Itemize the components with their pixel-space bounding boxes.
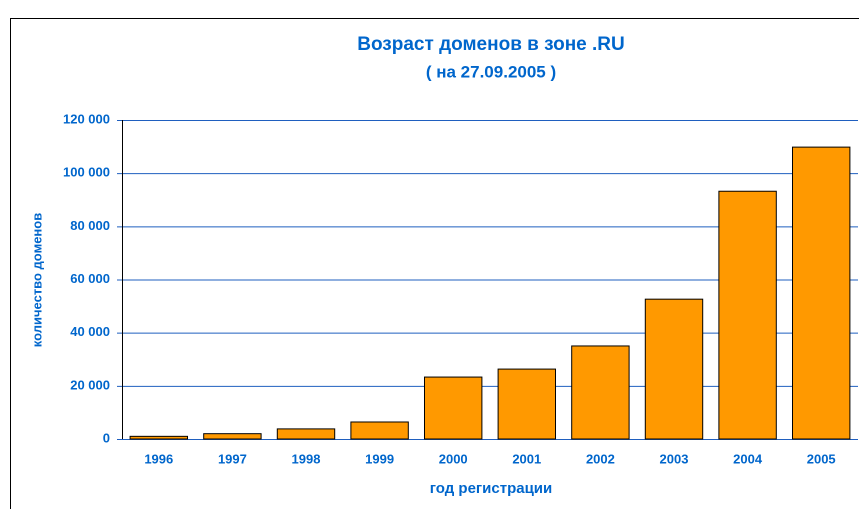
bar — [718, 190, 777, 440]
y-tick-label: 40 000 — [70, 324, 110, 339]
bar — [203, 433, 262, 440]
chart-title: Возраст доменов в зоне .RU — [357, 34, 625, 55]
x-tick-label: 2002 — [586, 451, 615, 466]
bar — [276, 428, 336, 440]
y-tick-label: 0 — [103, 430, 110, 445]
x-tick-label: 2004 — [733, 451, 763, 466]
bar — [423, 376, 483, 440]
chart-subtitle: ( на 27.09.2005 ) — [426, 62, 556, 81]
y-tick-label: 80 000 — [70, 218, 110, 233]
x-tick-label: 1997 — [218, 451, 247, 466]
x-tick-label: 1996 — [144, 451, 173, 466]
x-tick-label: 1999 — [365, 451, 394, 466]
y-axis-label: количество доменов — [29, 213, 44, 347]
bar — [129, 435, 189, 440]
y-tick-label: 120 000 — [63, 111, 110, 126]
y-tick-label: 100 000 — [63, 165, 110, 180]
bar — [644, 298, 704, 440]
x-tick-label: 2000 — [439, 451, 468, 466]
x-tick-label: 1998 — [292, 451, 321, 466]
x-tick-label: 2001 — [512, 451, 541, 466]
y-tick-label: 20 000 — [70, 377, 110, 392]
x-tick-label: 2003 — [660, 451, 689, 466]
bar — [497, 368, 557, 440]
bar — [791, 146, 851, 440]
bar — [571, 345, 630, 440]
chart-frame — [10, 18, 859, 509]
bar — [350, 421, 409, 440]
x-axis-label: год регистрации — [430, 480, 553, 497]
x-tick-label: 2005 — [807, 451, 836, 466]
y-tick-label: 60 000 — [70, 271, 110, 286]
